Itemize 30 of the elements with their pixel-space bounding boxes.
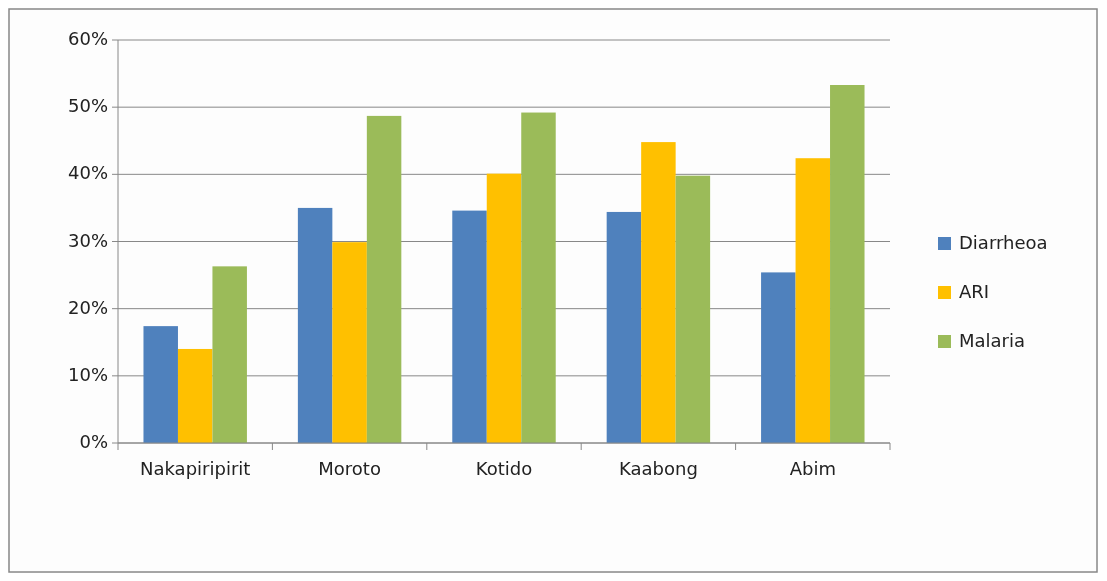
x-tick-label: Moroto — [318, 458, 381, 479]
bar — [795, 158, 831, 443]
bar — [177, 348, 213, 443]
x-tick-label: Nakapiripirit — [140, 458, 251, 479]
x-tick-label: Kaabong — [618, 458, 698, 479]
bar — [641, 142, 676, 443]
bar — [486, 173, 522, 443]
y-tick-label: 60% — [67, 28, 108, 49]
legend-label: ARI — [959, 281, 990, 302]
y-tick-label: 50% — [67, 95, 108, 117]
x-tick-label: Abim — [789, 458, 836, 479]
y-tick-label: 0% — [79, 431, 108, 452]
bar — [606, 211, 642, 443]
bar — [675, 175, 711, 443]
bar — [366, 115, 402, 443]
bar — [830, 85, 865, 443]
y-tick-label: 30% — [67, 229, 108, 251]
bar — [143, 326, 178, 443]
y-tick-label: 40% — [67, 162, 108, 184]
y-tick-label: 20% — [67, 296, 108, 318]
y-tick-label: 10% — [67, 363, 108, 385]
bar — [332, 242, 367, 443]
legend-label: Diarrheoa — [959, 232, 1048, 253]
bar — [521, 112, 556, 443]
bar — [452, 210, 487, 443]
bar — [761, 272, 796, 443]
legend-label: Malaria — [959, 330, 1026, 351]
x-tick-label: Kotido — [475, 458, 533, 479]
bar — [297, 207, 333, 443]
bar — [212, 266, 247, 443]
